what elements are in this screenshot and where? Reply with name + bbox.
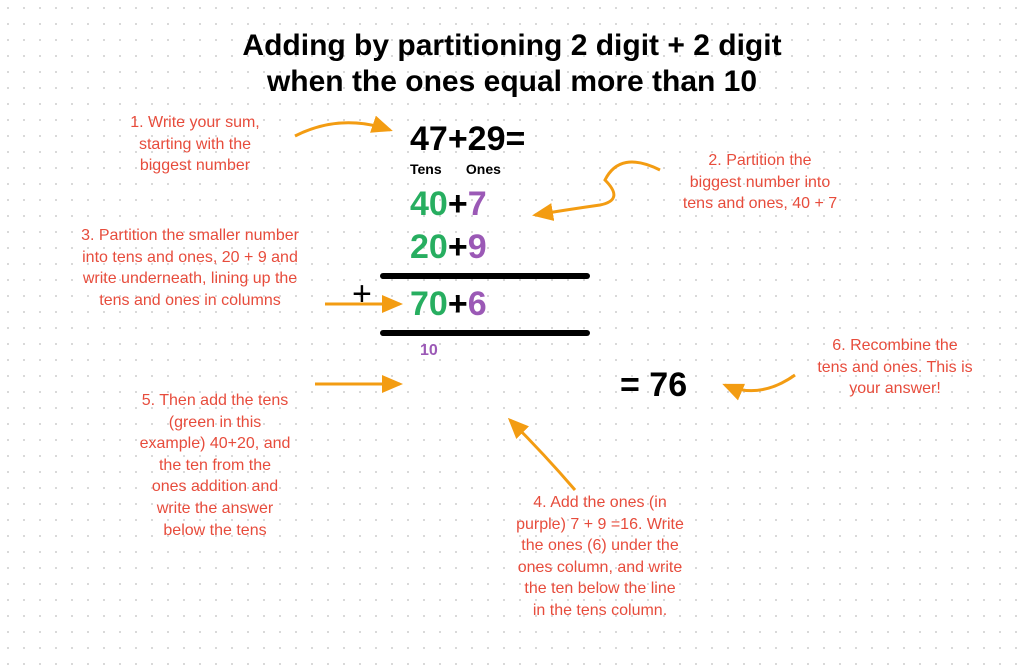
arrow-step6 [720, 370, 810, 420]
rule-top [380, 273, 590, 279]
result-tens: 70 [410, 285, 448, 323]
rule-bottom [380, 330, 590, 336]
annotation-step6-text: 6. Recombine thetens and ones. This isyo… [817, 337, 972, 397]
row2-plus: + [448, 228, 468, 266]
annotation-step6: 6. Recombine thetens and ones. This isyo… [795, 335, 995, 400]
row1-tens: 40 [410, 185, 448, 223]
arrow-step5 [310, 370, 410, 400]
annotation-step3-text: 3. Partition the smaller numberinto tens… [81, 227, 299, 309]
partition-row-2: 20+9 [410, 228, 650, 267]
annotation-step4-text: 4. Add the ones (inpurple) 7 + 9 =16. Wr… [516, 494, 684, 619]
annotation-step3: 3. Partition the smaller numberinto tens… [45, 225, 335, 311]
annotation-step1-text: 1. Write your sum,starting with thebigge… [130, 114, 260, 174]
annotation-step2: 2. Partition thebiggest number intotens … [660, 150, 860, 215]
row1-ones: 7 [468, 185, 487, 223]
annotation-step5-text: 5. Then add the tens(green in thisexampl… [140, 392, 291, 539]
result-row: 70+6 [410, 285, 650, 324]
label-ones: Ones [466, 161, 516, 177]
sum-expression: 47+29= [410, 120, 650, 159]
annotation-step4: 4. Add the ones (inpurple) 7 + 9 =16. Wr… [485, 492, 715, 622]
row2-tens: 20 [410, 228, 448, 266]
arrow-step1 [290, 108, 400, 158]
title-line-1: Adding by partitioning 2 digit + 2 digit [242, 29, 781, 62]
arrow-step3 [320, 290, 410, 320]
row1-plus: + [448, 185, 468, 223]
annotation-step5: 5. Then add the tens(green in thisexampl… [115, 390, 315, 541]
arrow-step2 [560, 155, 670, 225]
annotation-step1: 1. Write your sum,starting with thebigge… [95, 112, 295, 177]
result-ones: 6 [468, 285, 487, 323]
annotation-step2-text: 2. Partition thebiggest number intotens … [683, 152, 837, 212]
label-tens: Tens [410, 161, 462, 177]
row2-ones: 9 [468, 228, 487, 266]
final-answer: = 76 [620, 366, 687, 405]
arrow-step4 [505, 415, 605, 495]
result-plus: + [448, 285, 468, 323]
title-line-2: when the ones equal more than 10 [267, 65, 757, 98]
carry-ten: 10 [420, 342, 650, 360]
page-title: Adding by partitioning 2 digit + 2 digit… [0, 28, 1024, 100]
